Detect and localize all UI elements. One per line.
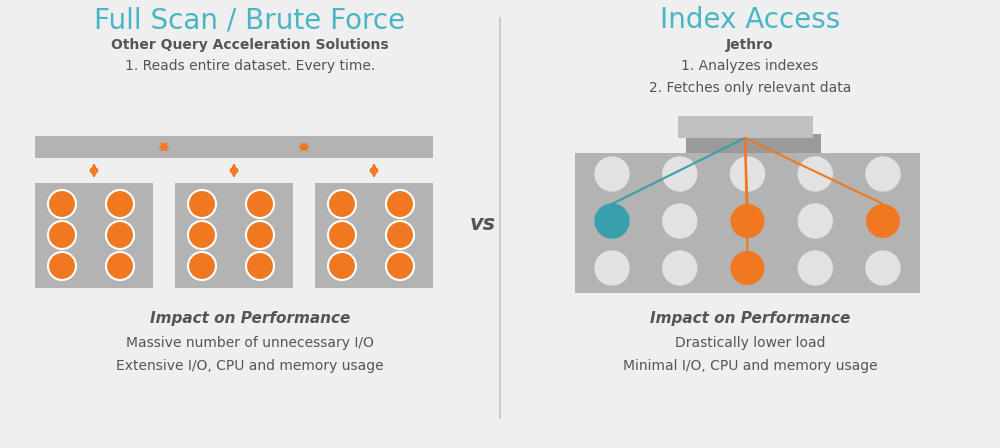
- Circle shape: [595, 251, 629, 285]
- Circle shape: [188, 221, 216, 249]
- Circle shape: [188, 190, 216, 218]
- Bar: [686, 134, 821, 156]
- Circle shape: [595, 157, 629, 191]
- Circle shape: [328, 190, 356, 218]
- Circle shape: [386, 190, 414, 218]
- Circle shape: [866, 157, 900, 191]
- Bar: [575, 153, 920, 293]
- Circle shape: [386, 221, 414, 249]
- Circle shape: [798, 204, 832, 238]
- Circle shape: [48, 252, 76, 280]
- Text: vs: vs: [470, 214, 496, 234]
- Circle shape: [328, 221, 356, 249]
- Circle shape: [106, 221, 134, 249]
- Circle shape: [106, 190, 134, 218]
- Circle shape: [730, 251, 765, 285]
- Circle shape: [386, 252, 414, 280]
- Circle shape: [246, 190, 274, 218]
- Circle shape: [730, 157, 765, 191]
- Circle shape: [328, 252, 356, 280]
- Text: Other Query Acceleration Solutions: Other Query Acceleration Solutions: [111, 38, 389, 52]
- Text: Full Scan / Brute Force: Full Scan / Brute Force: [94, 6, 406, 34]
- Circle shape: [246, 221, 274, 249]
- Text: 1. Analyzes indexes: 1. Analyzes indexes: [681, 59, 819, 73]
- Text: Massive number of unnecessary I/O: Massive number of unnecessary I/O: [126, 336, 374, 350]
- Bar: [315, 183, 433, 288]
- Text: Extensive I/O, CPU and memory usage: Extensive I/O, CPU and memory usage: [116, 359, 384, 373]
- Circle shape: [106, 252, 134, 280]
- Circle shape: [246, 252, 274, 280]
- Circle shape: [798, 251, 832, 285]
- Circle shape: [730, 204, 765, 238]
- Bar: [35, 136, 433, 158]
- Circle shape: [866, 204, 900, 238]
- Circle shape: [48, 221, 76, 249]
- Circle shape: [595, 204, 629, 238]
- Text: Jethro: Jethro: [726, 38, 774, 52]
- Bar: [35, 183, 153, 288]
- Circle shape: [798, 157, 832, 191]
- Text: 2. Fetches only relevant data: 2. Fetches only relevant data: [649, 81, 851, 95]
- Circle shape: [866, 251, 900, 285]
- Text: Minimal I/O, CPU and memory usage: Minimal I/O, CPU and memory usage: [623, 359, 877, 373]
- Circle shape: [663, 157, 697, 191]
- Text: Impact on Performance: Impact on Performance: [150, 310, 350, 326]
- Text: Drastically lower load: Drastically lower load: [675, 336, 825, 350]
- Bar: [175, 183, 293, 288]
- Circle shape: [663, 251, 697, 285]
- Circle shape: [663, 204, 697, 238]
- Text: Index Access: Index Access: [660, 6, 840, 34]
- Text: Impact on Performance: Impact on Performance: [650, 310, 850, 326]
- Circle shape: [48, 190, 76, 218]
- Text: 1. Reads entire dataset. Every time.: 1. Reads entire dataset. Every time.: [125, 59, 375, 73]
- Bar: [678, 116, 813, 138]
- Circle shape: [188, 252, 216, 280]
